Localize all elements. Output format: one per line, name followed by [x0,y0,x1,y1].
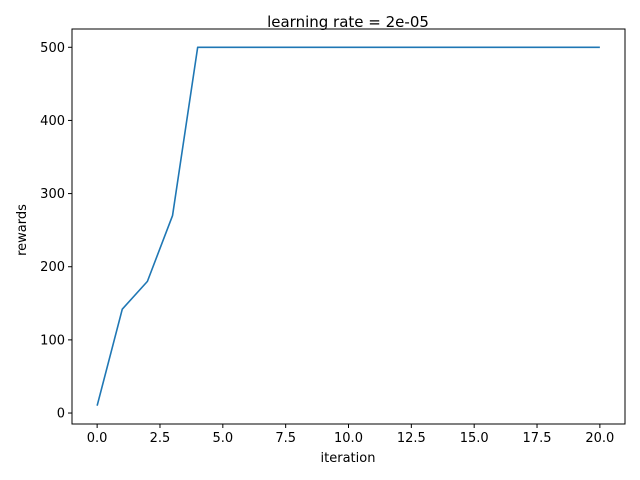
x-tick-label: 2.5 [150,431,171,446]
y-tick-label: 100 [40,333,65,348]
x-tick-label: 17.5 [523,431,552,446]
x-tick-label: 0.0 [87,431,108,446]
plot-marks [96,46,600,406]
x-tick-label: 5.0 [212,431,233,446]
y-axis-ticks: 0 100 200 300 400 500 [40,41,72,422]
series-line-0 [96,46,600,406]
x-axis-label: iteration [321,451,376,466]
y-tick-label: 400 [40,114,65,129]
x-tick-label: 20.0 [585,431,614,446]
y-tick-label: 0 [57,407,65,422]
y-tick-label: 200 [40,260,65,275]
plot-frame [71,28,626,425]
x-tick-label: 12.5 [397,431,426,446]
y-tick-label: 500 [40,41,65,56]
y-axis-label: rewards [15,204,30,256]
chart-title: learning rate = 2e-05 [267,13,429,31]
x-tick-label: 10.0 [334,431,363,446]
x-axis-ticks: 0.0 2.5 5.0 7.5 10.0 12.5 15.0 17.5 20.0 [87,424,614,446]
y-tick-label: 300 [40,187,65,202]
x-tick-label: 15.0 [460,431,489,446]
x-tick-label: 7.5 [275,431,296,446]
